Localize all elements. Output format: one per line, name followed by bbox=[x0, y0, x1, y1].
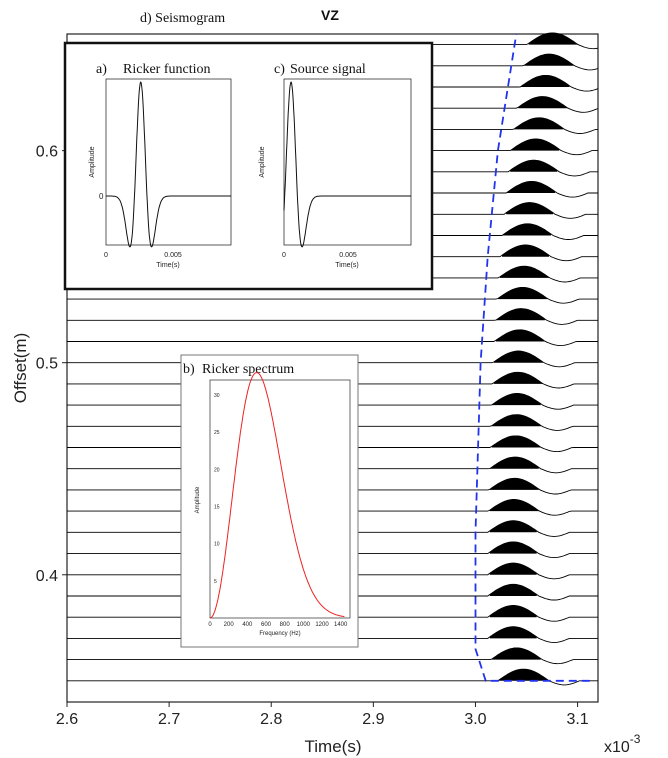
seismogram-title: VZ bbox=[321, 7, 339, 23]
trace-positive-fill bbox=[491, 414, 541, 427]
spectrum-x-tick-label: 1400 bbox=[334, 622, 348, 628]
ricker-function-xlabel: Time(s) bbox=[156, 262, 179, 269]
trace-positive-fill bbox=[514, 117, 564, 130]
ricker-function-curve bbox=[106, 81, 231, 248]
seismogram-panel-label: d) Seismogram bbox=[140, 11, 225, 26]
x-tick-label: 2.9 bbox=[362, 711, 384, 728]
y-tick-label: 0.6 bbox=[36, 144, 58, 161]
spectrum-y-tick-label: 5 bbox=[214, 579, 217, 585]
x-multiplier-exponent: -3 bbox=[630, 732, 641, 746]
trace-positive-fill bbox=[489, 605, 537, 618]
trace-positive-fill bbox=[524, 54, 574, 66]
ricker-spectrum-label: b) bbox=[183, 362, 195, 377]
spectrum-y-tick-label: 20 bbox=[214, 467, 220, 473]
trace-positive-fill bbox=[502, 245, 549, 257]
source-signal-axes bbox=[283, 78, 412, 246]
ricker-function-ylabel: Amplitude bbox=[89, 146, 96, 177]
x-tick-label: 3.0 bbox=[464, 711, 486, 728]
source-signal-ylabel: Amplitude bbox=[259, 146, 266, 177]
first-break-pick-line bbox=[474, 33, 590, 682]
trace-positive-fill bbox=[520, 75, 570, 87]
x-axis-multiplier: x10-3 bbox=[604, 732, 641, 756]
spectrum-x-tick-label: 800 bbox=[280, 622, 291, 628]
source-signal-title: Source signal bbox=[290, 62, 366, 77]
trace-positive-fill bbox=[510, 160, 558, 172]
trace-positive-fill bbox=[497, 287, 547, 300]
seismic-trace bbox=[67, 647, 598, 665]
source-signal-xlabel: Time(s) bbox=[335, 262, 358, 269]
spectrum-y-tick-label: 15 bbox=[214, 504, 220, 510]
inset-ricker-source: a) Ricker function 0 0 0.005 Time(s) Amp… bbox=[63, 41, 434, 291]
spectrum-x-tick-label: 400 bbox=[242, 622, 253, 628]
spectrum-x-tick-label: 600 bbox=[261, 622, 272, 628]
y-axis-ticks: 0.4 0.5 0.6 bbox=[36, 144, 67, 585]
trace-positive-fill bbox=[489, 626, 537, 639]
trace-positive-fill bbox=[489, 520, 537, 533]
trace-positive-fill bbox=[502, 223, 551, 236]
trace-positive-fill bbox=[489, 563, 537, 575]
ricker-spectrum-axes bbox=[209, 379, 351, 619]
y-tick-label: 0.4 bbox=[36, 568, 58, 585]
spectrum-y-tick-label: 25 bbox=[214, 430, 220, 436]
y-tick-label: 0.5 bbox=[36, 356, 58, 373]
x-tick-label: 2.6 bbox=[56, 711, 78, 728]
ricker-spectrum-curve bbox=[209, 372, 345, 619]
trace-positive-fill bbox=[489, 478, 539, 490]
ricker-function-axes bbox=[105, 78, 232, 246]
source-signal-label: c) bbox=[274, 62, 285, 77]
spectrum-x-tick-label: 1000 bbox=[297, 622, 311, 628]
ricker-spectrum-y-ticks: 30 25 20 15 10 5 bbox=[214, 393, 220, 585]
ricker-function-panel: a) Ricker function 0 0 0.005 Time(s) Amp… bbox=[89, 62, 232, 269]
trace-positive-fill bbox=[489, 499, 539, 512]
ricker-function-y-tick-0: 0 bbox=[99, 192, 104, 201]
ricker-function-title: Ricker function bbox=[123, 62, 210, 77]
trace-positive-fill bbox=[491, 393, 541, 406]
ricker-function-x-tick-1: 0.005 bbox=[164, 252, 182, 259]
ricker-spectrum-title: Ricker spectrum bbox=[202, 362, 294, 377]
trace-positive-fill bbox=[491, 435, 541, 448]
trace-positive-fill bbox=[506, 202, 554, 215]
ricker-function-x-tick-0: 0 bbox=[104, 252, 108, 259]
spectrum-y-tick-label: 10 bbox=[214, 542, 220, 548]
ricker-spectrum-panel: b) Ricker spectrum 0 200 400 600 800 1000 1200… bbox=[180, 354, 359, 648]
ricker-spectrum-ylabel: Amplitude bbox=[195, 486, 201, 513]
x-axis-label: Time(s) bbox=[305, 737, 362, 756]
trace-positive-fill bbox=[493, 372, 543, 384]
trace-positive-fill bbox=[500, 266, 549, 278]
spectrum-x-tick-label: 0 bbox=[208, 622, 212, 628]
source-signal-x-tick-0: 0 bbox=[282, 252, 286, 259]
trace-positive-fill bbox=[497, 669, 547, 681]
source-signal-panel: c) Source signal 0 0.005 Time(s) Amplitu… bbox=[259, 62, 412, 269]
x-tick-label: 2.7 bbox=[158, 711, 180, 728]
trace-positive-fill bbox=[489, 584, 537, 596]
y-axis-label: Offset(m) bbox=[11, 333, 30, 404]
trace-positive-fill bbox=[493, 351, 543, 363]
trace-positive-fill bbox=[510, 139, 560, 151]
trace-positive-fill bbox=[506, 181, 556, 193]
trace-positive-fill bbox=[491, 647, 541, 660]
trace-positive-fill bbox=[495, 308, 545, 321]
trace-positive-fill bbox=[489, 541, 537, 554]
spectrum-x-tick-label: 1200 bbox=[315, 622, 329, 628]
x-tick-label: 3.1 bbox=[566, 711, 588, 728]
trace-positive-fill bbox=[528, 32, 578, 45]
source-signal-x-tick-1: 0.005 bbox=[339, 252, 357, 259]
ricker-spectrum-xlabel: Frequency (Hz) bbox=[259, 631, 300, 637]
ricker-function-label: a) bbox=[96, 62, 107, 77]
trace-positive-fill bbox=[518, 96, 568, 109]
x-tick-label: 2.8 bbox=[260, 711, 282, 728]
spectrum-x-tick-label: 200 bbox=[224, 622, 235, 628]
ricker-spectrum-x-ticks: 0 200 400 600 800 1000 1200 1400 bbox=[208, 622, 348, 628]
trace-positive-fill bbox=[495, 329, 545, 342]
source-signal-curve bbox=[283, 81, 411, 248]
trace-fill-group bbox=[489, 32, 578, 681]
x-axis-ticks: 2.6 2.7 2.8 2.9 3.0 3.1 bbox=[56, 702, 589, 728]
spectrum-y-tick-label: 30 bbox=[214, 393, 220, 399]
x-multiplier-base: x10 bbox=[604, 739, 630, 756]
trace-positive-fill bbox=[489, 457, 539, 469]
